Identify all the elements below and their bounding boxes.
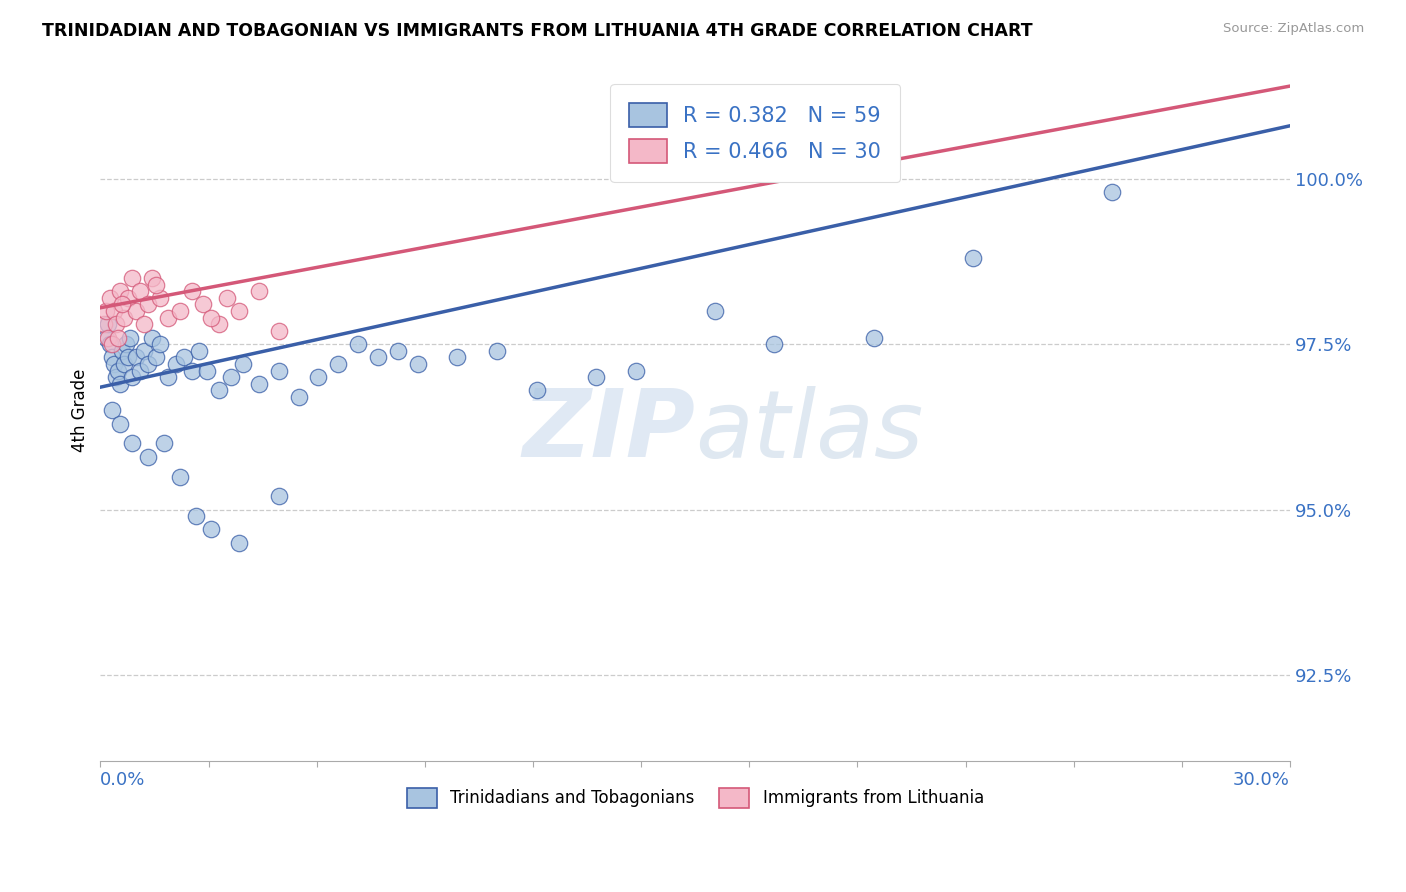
Text: TRINIDADIAN AND TOBAGONIAN VS IMMIGRANTS FROM LITHUANIA 4TH GRADE CORRELATION CH: TRINIDADIAN AND TOBAGONIAN VS IMMIGRANTS… (42, 22, 1033, 40)
Point (108, 284, 131, 298)
Text: 0.0%: 0.0% (100, 771, 146, 789)
Point (200, 523, 222, 537)
Point (446, 351, 468, 365)
Point (962, 251, 984, 265)
Point (165, 357, 187, 371)
Point (121, 370, 143, 384)
Point (98, 291, 121, 305)
Legend: Trinidadians and Tobagonians, Immigrants from Lithuania: Trinidadians and Tobagonians, Immigrants… (398, 780, 993, 816)
Point (132, 343, 155, 358)
Point (247, 376, 270, 391)
Point (217, 291, 239, 305)
Point (96, 330, 118, 344)
Point (208, 318, 231, 332)
Point (267, 364, 290, 378)
Point (156, 370, 179, 384)
Point (624, 364, 647, 378)
Point (120, 330, 142, 344)
Point (526, 384, 548, 398)
Point (267, 489, 290, 503)
Point (228, 304, 250, 318)
Point (149, 337, 172, 351)
Y-axis label: 4th Grade: 4th Grade (72, 368, 89, 452)
Point (107, 364, 129, 378)
Point (121, 271, 143, 285)
Point (184, 509, 207, 524)
Point (112, 357, 135, 371)
Point (125, 351, 148, 365)
Text: atlas: atlas (695, 386, 924, 477)
Point (107, 330, 129, 344)
Point (136, 357, 159, 371)
Point (108, 417, 131, 431)
Point (247, 284, 270, 298)
Point (153, 436, 176, 450)
Point (141, 271, 163, 285)
Point (105, 370, 128, 384)
Text: 30.0%: 30.0% (1233, 771, 1291, 789)
Point (307, 370, 329, 384)
Point (287, 390, 309, 404)
Point (328, 357, 350, 371)
Point (103, 357, 125, 371)
Point (96, 304, 118, 318)
Point (108, 376, 131, 391)
Point (132, 318, 155, 332)
Point (156, 310, 179, 325)
Point (105, 318, 128, 332)
Point (197, 364, 219, 378)
Point (129, 284, 152, 298)
Point (485, 343, 508, 358)
Point (585, 370, 607, 384)
Point (862, 330, 884, 344)
Point (117, 291, 139, 305)
Point (149, 291, 172, 305)
Point (219, 370, 242, 384)
Point (145, 351, 167, 365)
Point (141, 330, 163, 344)
Point (97, 318, 120, 332)
Point (111, 297, 134, 311)
Point (121, 436, 143, 450)
Point (406, 357, 429, 371)
Point (136, 297, 159, 311)
Point (93, 318, 115, 332)
Point (232, 357, 254, 371)
Point (267, 324, 290, 338)
Point (129, 364, 152, 378)
Point (117, 351, 139, 365)
Point (97, 330, 120, 344)
Point (115, 337, 138, 351)
Point (103, 304, 125, 318)
Point (228, 535, 250, 549)
Point (173, 351, 195, 365)
Point (180, 284, 202, 298)
Point (200, 310, 222, 325)
Point (704, 304, 727, 318)
Point (763, 337, 786, 351)
Point (387, 343, 409, 358)
Point (188, 343, 211, 358)
Point (125, 304, 148, 318)
Point (101, 337, 124, 351)
Point (1101, 185, 1123, 199)
Text: Source: ZipAtlas.com: Source: ZipAtlas.com (1223, 22, 1364, 36)
Point (169, 469, 191, 483)
Point (347, 337, 370, 351)
Point (180, 364, 202, 378)
Point (193, 297, 215, 311)
Point (169, 304, 191, 318)
Point (112, 310, 135, 325)
Point (98, 337, 121, 351)
Point (101, 351, 124, 365)
Point (111, 343, 134, 358)
Point (101, 403, 124, 417)
Point (367, 351, 389, 365)
Point (208, 384, 231, 398)
Point (136, 450, 159, 464)
Text: ZIP: ZIP (522, 385, 695, 477)
Point (145, 277, 167, 292)
